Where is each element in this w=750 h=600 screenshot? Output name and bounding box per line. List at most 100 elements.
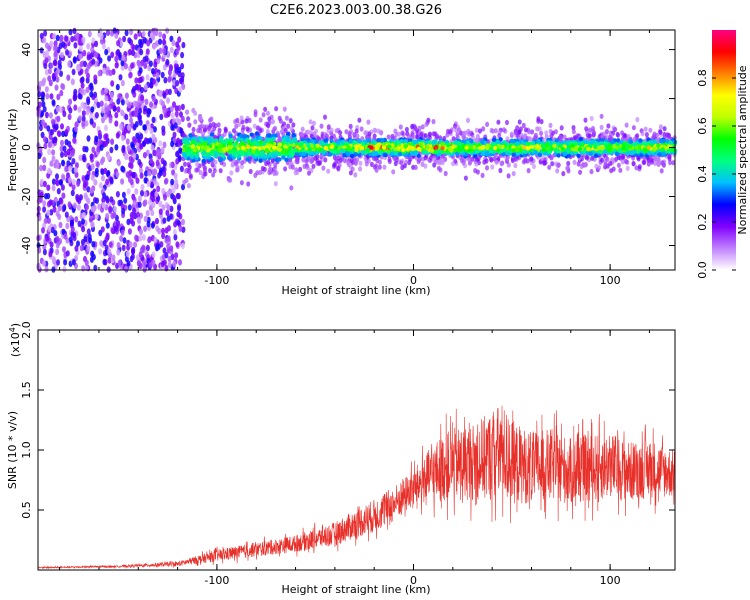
heatmap-cell [154, 190, 159, 198]
heatmap-cell [100, 107, 105, 114]
heatmap-cell [102, 258, 107, 266]
heatmap-cell [178, 77, 183, 85]
heatmap-cell [505, 119, 509, 126]
heatmap-cell [399, 160, 404, 166]
heatmap-cell [39, 164, 43, 172]
heatmap-cell [155, 244, 160, 252]
heatmap-cell [122, 35, 127, 43]
heatmap-cell [51, 149, 56, 156]
heatmap-cell [61, 192, 66, 199]
heatmap-cell [139, 48, 144, 56]
heatmap-cell [369, 161, 374, 167]
heatmap-cell [324, 133, 329, 139]
heatmap-cell [532, 163, 536, 169]
heatmap-cell [144, 55, 149, 62]
heatmap-cell [86, 197, 91, 204]
heatmap-cell [81, 265, 86, 272]
heatmap-cell [138, 114, 142, 121]
heatmap-cell [94, 51, 99, 58]
heatmap-cell [142, 261, 147, 268]
heatmap-cell [188, 133, 193, 138]
heatmap-cell [132, 85, 137, 93]
heatmap-cell [44, 69, 49, 76]
heatmap-cell [244, 118, 249, 124]
heatmap-cell [87, 62, 91, 69]
heatmap-cell [177, 36, 182, 43]
heatmap-cell [162, 170, 167, 178]
heatmap-cell [166, 204, 171, 211]
heatmap-cell [353, 172, 358, 178]
heatmap-cell [124, 92, 129, 99]
heatmap-cell [526, 141, 531, 146]
heatmap-cell [158, 38, 163, 45]
heatmap-cell [536, 116, 541, 122]
heatmap-cell [620, 130, 625, 136]
heatmap-cell [59, 36, 64, 44]
heatmap-cell [443, 170, 448, 177]
heatmap-cell [382, 164, 387, 170]
heatmap-cell [110, 51, 115, 58]
heatmap-cell [176, 219, 181, 226]
heatmap-cell [609, 168, 614, 174]
heatmap-cell [354, 128, 359, 134]
heatmap-cell [273, 125, 278, 132]
heatmap-cell [52, 206, 57, 213]
heatmap-cell [101, 156, 106, 163]
heatmap-cell [172, 131, 177, 139]
heatmap-cell [152, 178, 157, 185]
heatmap-cell [653, 154, 658, 161]
heatmap-cell [253, 172, 258, 178]
heatmap-cell [130, 62, 135, 69]
heatmap-cell [137, 159, 142, 166]
heatmap-cell [594, 163, 599, 169]
heatmap-cell [490, 164, 495, 170]
heatmap-cell [539, 119, 544, 125]
heatmap-cell [68, 98, 73, 105]
heatmap-cell [410, 123, 415, 129]
heatmap-cell [152, 126, 157, 133]
heatmap-cell [104, 124, 108, 132]
heatmap-cell [431, 131, 436, 137]
heatmap-cell [424, 121, 429, 127]
heatmap-cell [130, 141, 135, 148]
heatmap-cell [57, 59, 62, 67]
heatmap-cell [528, 137, 533, 143]
heatmap-cell [51, 178, 56, 185]
heatmap-cell [109, 176, 114, 183]
spectrogram-heatmap [36, 27, 677, 273]
heatmap-cell [76, 204, 81, 211]
heatmap-cell [604, 129, 609, 135]
heatmap-cell [328, 152, 333, 157]
heatmap-cell [166, 190, 171, 198]
heatmap-cell [161, 204, 166, 211]
heatmap-cell [178, 86, 183, 93]
heatmap-cell [170, 124, 175, 131]
heatmap-cell [179, 165, 184, 172]
heatmap-cell [120, 229, 125, 236]
heatmap-cell [521, 122, 526, 129]
heatmap-cell [125, 138, 130, 145]
heatmap-cell [218, 168, 223, 174]
heatmap-cell [121, 166, 126, 173]
heatmap-cell [74, 162, 79, 169]
heatmap-cell [229, 170, 234, 176]
heatmap-cell [60, 83, 65, 90]
heatmap-cell [182, 139, 187, 144]
heatmap-cell [671, 160, 676, 166]
heatmap-cell [326, 168, 331, 174]
heatmap-cell [97, 70, 102, 77]
heatmap-cell [81, 212, 86, 219]
heatmap-cell [305, 165, 310, 171]
heatmap-cell [366, 138, 371, 143]
heatmap-cell [180, 72, 185, 79]
heatmap-cell [364, 161, 369, 167]
heatmap-cell [506, 162, 511, 168]
heatmap-cell [160, 260, 165, 268]
heatmap-cell [474, 127, 479, 133]
heatmap-cell [53, 50, 58, 58]
heatmap-cell [167, 76, 172, 83]
heatmap-cell [173, 234, 178, 241]
heatmap-cell [105, 213, 110, 220]
heatmap-cell [68, 144, 73, 152]
heatmap-cell [115, 132, 120, 139]
